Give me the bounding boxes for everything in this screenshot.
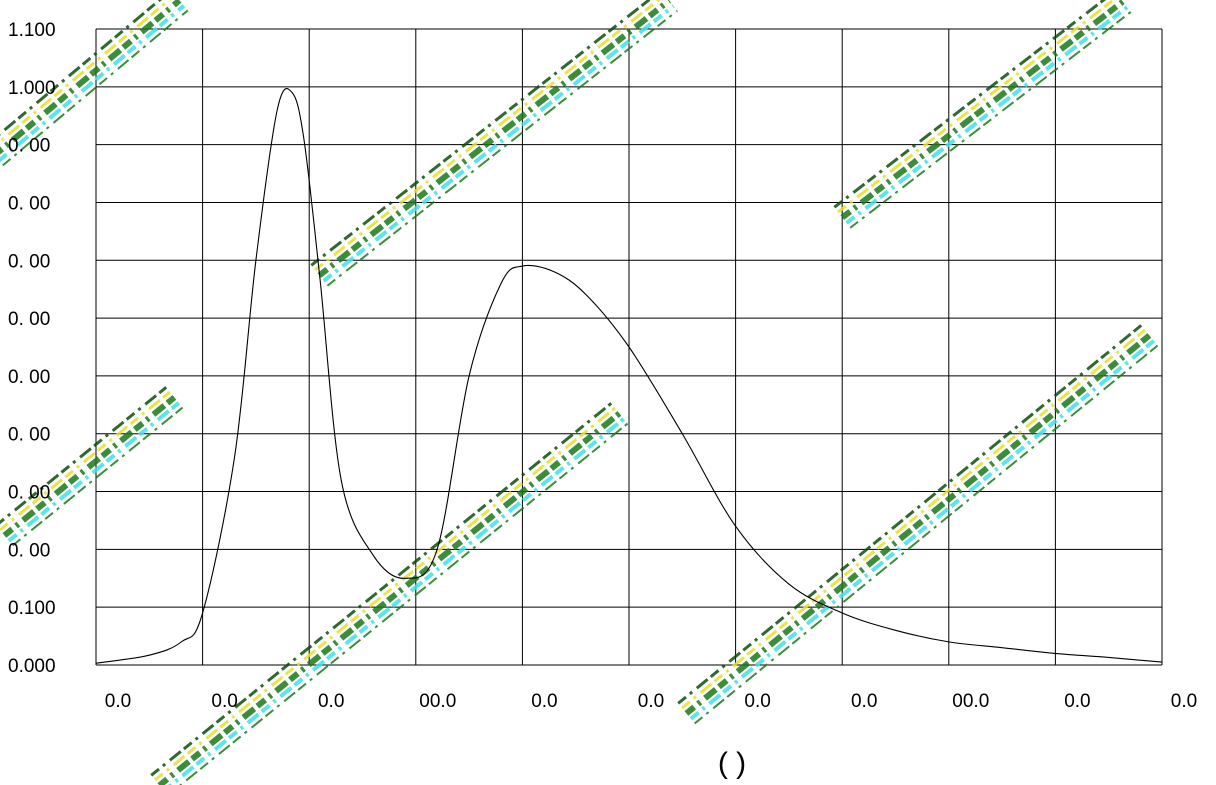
y-tick-label: 0. 00 [8, 136, 50, 157]
x-tick-label: 0.0 [1171, 691, 1197, 712]
y-tick-label: 1.000 [8, 78, 56, 99]
watermark-stroke [326, 9, 678, 287]
x-axis-label: ( ) [718, 747, 746, 780]
y-tick-label: 0. 00 [8, 251, 50, 272]
watermark-stroke [0, 386, 168, 525]
y-tick-label: 0.000 [8, 656, 56, 677]
watermark-stroke [840, 0, 1127, 220]
watermark-stroke [317, 0, 672, 278]
watermark-stroke [833, 0, 1107, 209]
watermark-stroke [684, 333, 1152, 716]
watermark-stroke [157, 411, 622, 785]
watermark-stroke [154, 406, 616, 782]
x-tick-label: 0.0 [105, 691, 131, 712]
y-tick-label: 0. 00 [8, 367, 50, 388]
watermark-stroke [677, 324, 1143, 705]
series-group [95, 88, 1163, 664]
watermark-stroke [681, 328, 1146, 710]
x-axis-ticks: 0.0 0.0 0.0 00.0 0.0 0.0 0.0 0.0 00.0 0.0 0.0 [105, 691, 1197, 712]
x-tick-label: 0.0 [318, 691, 344, 712]
watermark-stroke [314, 0, 662, 272]
x-tick-label: 0.0 [744, 691, 770, 712]
watermark-stroke [694, 344, 1159, 725]
watermark-stroke [179, 422, 629, 785]
grid [95, 28, 1163, 666]
y-tick-label: 0. 00 [8, 425, 50, 446]
watermark-stroke [0, 0, 172, 144]
x-tick-label: 0.0 [211, 691, 237, 712]
watermark-stroke [837, 0, 1116, 214]
watermark-stroke [849, 10, 1133, 229]
watermark-stroke [689, 339, 1156, 721]
watermark-stroke [845, 4, 1130, 225]
y-axis-ticks: 0.000 0.100 0. 00 0. 00 0. 00 0. 00 0. 00 0. 00… [8, 20, 56, 677]
watermark-stroke [322, 4, 675, 283]
watermark-stroke [167, 417, 626, 785]
watermark-stroke [150, 402, 613, 777]
watermark-stroke [310, 0, 652, 267]
series-line-0 [95, 88, 1163, 664]
y-tick-label: 1.100 [8, 20, 56, 41]
x-tick-label: 00.0 [952, 691, 989, 712]
watermark-stroke [0, 390, 171, 532]
watermark-stroke [11, 406, 184, 547]
x-tick-label: 00.0 [419, 691, 456, 712]
watermark-stroke [2, 9, 189, 167]
watermark-stroke [2, 395, 177, 538]
watermark-stroke [7, 401, 181, 543]
watermark-stroke [0, 4, 186, 163]
y-tick-label: 0.100 [8, 598, 56, 619]
watermark-stroke [0, 0, 182, 155]
watermark-stroke [0, 0, 163, 136]
y-tick-label: 0. 00 [8, 483, 50, 504]
y-tick-label: 0. 00 [8, 193, 50, 214]
x-tick-label: 0.0 [638, 691, 664, 712]
x-tick-label: 0.0 [851, 691, 877, 712]
x-tick-label: 0.0 [531, 691, 557, 712]
watermark-stamps [0, 0, 1159, 785]
x-tick-label: 0.0 [1064, 691, 1090, 712]
y-tick-label: 0. 00 [8, 540, 50, 561]
y-tick-label: 0. 00 [8, 309, 50, 330]
